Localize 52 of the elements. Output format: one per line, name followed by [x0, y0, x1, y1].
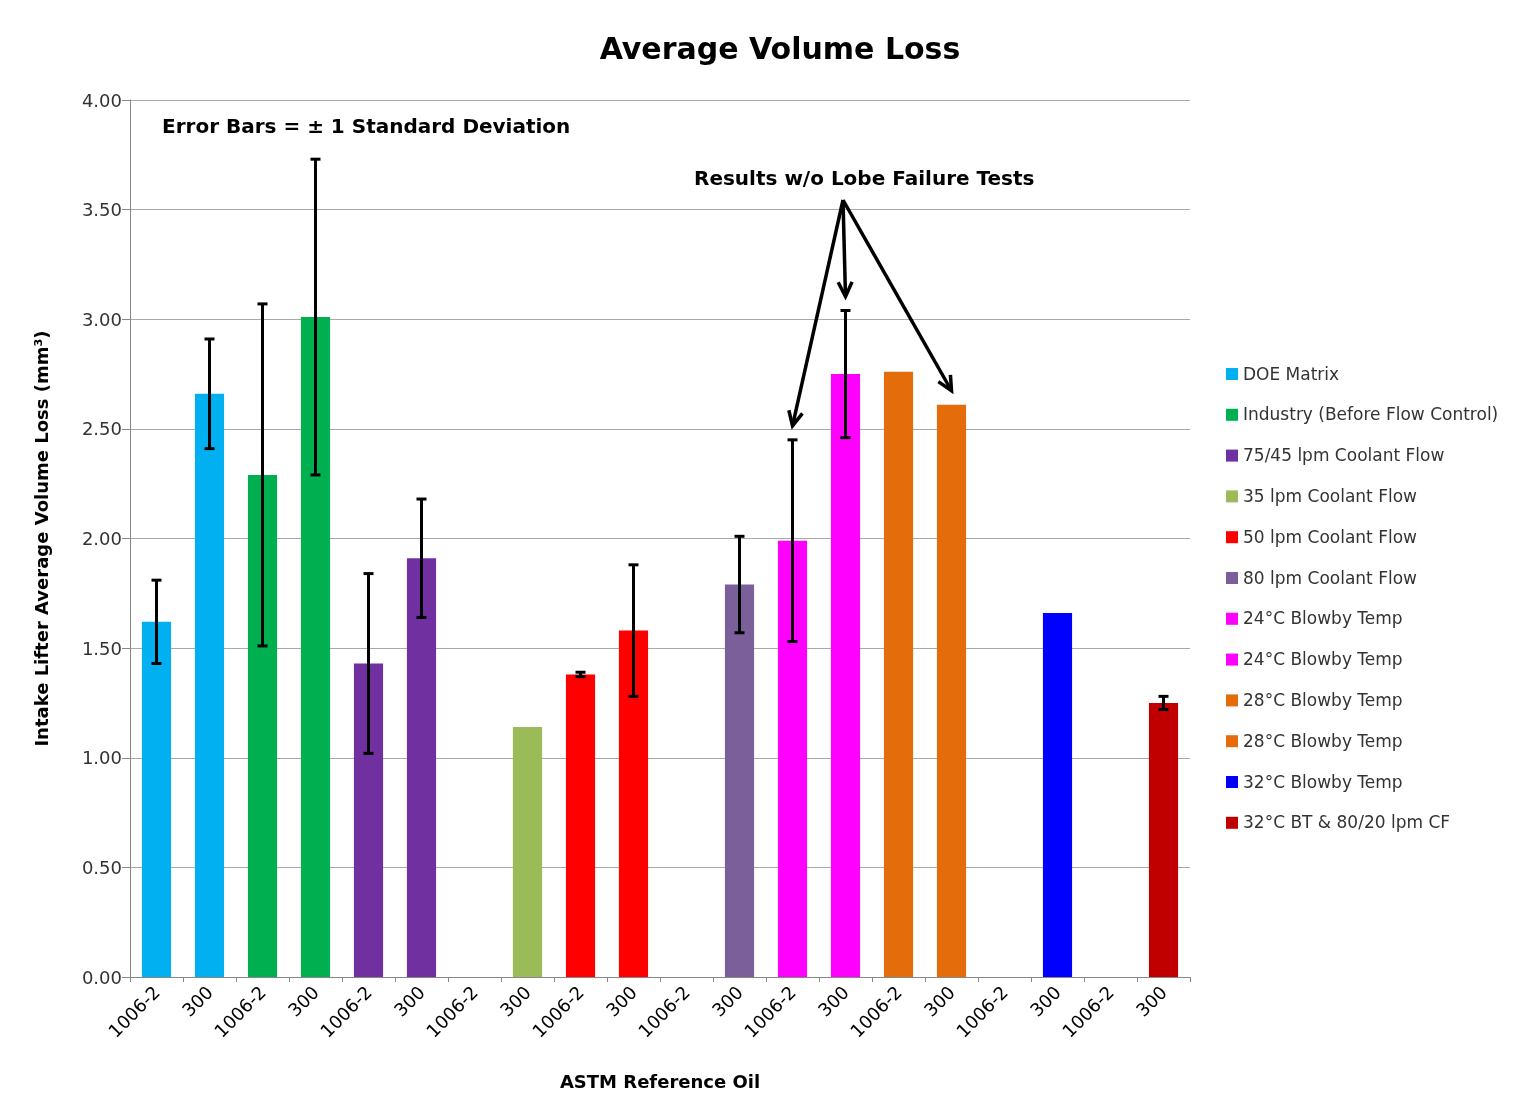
bar	[936, 404, 967, 977]
x-tick-label: 300	[1131, 981, 1171, 1021]
bar	[1042, 613, 1073, 977]
annotation: Error Bars = ± 1 Standard Deviation	[162, 114, 571, 138]
x-tick-label: 300	[601, 981, 641, 1021]
bar	[830, 374, 861, 977]
bar	[353, 663, 384, 977]
legend-label: 28°C Blowby Temp	[1243, 730, 1403, 751]
x-tick-label: 300	[1025, 981, 1065, 1021]
bar	[724, 584, 755, 977]
y-tick-label: 2.00	[81, 528, 122, 549]
x-tick-label: 300	[177, 981, 217, 1021]
x-tick-label: 300	[283, 981, 323, 1021]
legend-label: 28°C Blowby Temp	[1243, 689, 1403, 710]
chart-title: Average Volume Loss	[599, 30, 961, 66]
bar	[194, 393, 225, 977]
bar	[565, 674, 596, 977]
legend-label: 50 lpm Coolant Flow	[1243, 526, 1418, 547]
legend-label: 24°C Blowby Temp	[1243, 608, 1403, 629]
legend-label: 35 lpm Coolant Flow	[1243, 485, 1418, 506]
legend-label: 80 lpm Coolant Flow	[1243, 567, 1418, 588]
annotation: Results w/o Lobe Failure Tests	[694, 166, 1035, 190]
bar	[300, 317, 331, 977]
legend-label: 24°C Blowby Temp	[1243, 649, 1403, 670]
bar	[406, 558, 437, 977]
x-tick-label: 300	[707, 981, 747, 1021]
bar	[141, 621, 172, 977]
bar	[247, 474, 278, 977]
y-tick-label: 0.50	[81, 856, 122, 878]
y-tick-label: 1.50	[81, 637, 122, 659]
x-tick-label: 300	[919, 981, 959, 1021]
bar	[1148, 702, 1179, 977]
x-tick-label: 300	[389, 981, 429, 1021]
y-tick-label: 0.00	[81, 966, 122, 988]
legend-label: 32°C Blowby Temp	[1243, 771, 1403, 792]
legend-label: 75/45 lpm Coolant Flow	[1243, 445, 1445, 466]
bar	[777, 540, 808, 977]
x-tick-label: 300	[813, 981, 853, 1021]
legend-label: 32°C BT & 80/20 lpm CF	[1243, 812, 1451, 833]
y-tick-label: 3.00	[81, 308, 122, 330]
x-axis-title: ASTM Reference Oil	[559, 1070, 761, 1092]
y-tick-label: 2.50	[81, 418, 122, 440]
legend-label: DOE Matrix	[1243, 363, 1340, 384]
bar	[883, 371, 914, 977]
legend-label: Industry (Before Flow Control)	[1243, 404, 1499, 425]
bar	[618, 630, 649, 977]
x-tick-label: 300	[495, 981, 535, 1021]
y-tick-label: 4.00	[81, 89, 122, 111]
y-tick-label: 1.00	[81, 747, 122, 769]
y-axis-title: Intake Lifter Average Volume Loss (mm³)	[30, 330, 52, 747]
bar	[512, 727, 543, 977]
y-tick-label: 3.50	[81, 199, 122, 221]
